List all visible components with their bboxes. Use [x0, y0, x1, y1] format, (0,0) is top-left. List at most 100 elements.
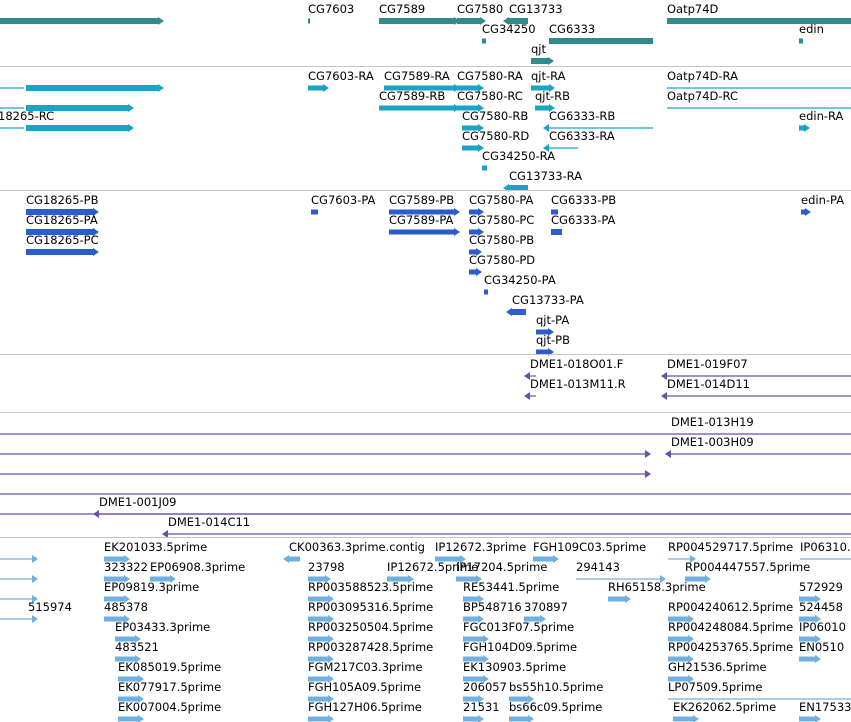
- feature-294143[interactable]: 294143: [0, 560, 851, 584]
- feature-cg7589-pa[interactable]: CG7589-PA: [0, 213, 851, 237]
- feature-485378[interactable]: 485378: [0, 600, 851, 624]
- feature-fgm217c03-3prime[interactable]: FGM217C03.3prime: [0, 660, 851, 684]
- feature-572929[interactable]: 572929: [0, 580, 851, 604]
- feature-dme1-014d11[interactable]: DME1-014D11: [0, 377, 851, 401]
- feature-rp004447557-5prime[interactable]: RP004447557.5prime: [0, 560, 851, 584]
- feature-cg34250-ra[interactable]: CG34250-RA: [0, 149, 851, 173]
- feature-23798[interactable]: 23798: [0, 560, 851, 584]
- feature-qjt-ra[interactable]: qjt-RA: [0, 69, 851, 93]
- feature-370897[interactable]: 370897: [0, 600, 851, 624]
- feature-cg34250-pa[interactable]: CG34250-PA: [0, 273, 851, 297]
- feature-dme1-001j09[interactable]: DME1-001J09: [0, 495, 851, 519]
- feature-cg6333[interactable]: CG6333: [0, 22, 851, 46]
- feature-cg7580-pd[interactable]: CG7580-PD: [0, 253, 851, 277]
- feature-rp003095316-5prime[interactable]: RP003095316.5prime: [0, 600, 851, 624]
- feature-clones-long-6[interactable]: [0, 495, 851, 519]
- feature-bs55h10-5prime[interactable]: bs55h10.5prime: [0, 680, 851, 704]
- feature-cg6333-rb[interactable]: CG6333-RB: [0, 109, 851, 133]
- track-transcripts[interactable]: CG7603-RA CG7589-RA CG7580-RA qjt-RA Oatp74D…: [0, 66, 851, 192]
- feature-bp548716[interactable]: BP548716: [0, 600, 851, 624]
- feature-edin-pa[interactable]: edin-PA: [0, 193, 851, 217]
- feature-cg7603-ra[interactable]: CG7603-RA: [0, 69, 851, 93]
- feature-rh65158-3prime[interactable]: RH65158.3prime: [0, 580, 851, 604]
- feature-206057[interactable]: 206057: [0, 680, 851, 704]
- track-ests[interactable]: EK201033.5prime CK00363.3prime.contig IP12…: [0, 537, 851, 722]
- feature-515974[interactable]: 515974: [0, 600, 851, 624]
- feature-21531[interactable]: 21531: [0, 700, 851, 722]
- feature-cg7580-pa[interactable]: CG7580-PA: [0, 193, 851, 217]
- track-genes[interactable]: CG7603 CG7589 CG7580 CG13733 Oatp74D CG34250 C…: [0, 0, 851, 66]
- feature-ep09819-3prime[interactable]: EP09819.3prime: [0, 580, 851, 604]
- feature-cg7580-ra[interactable]: CG7580-RA: [0, 69, 851, 93]
- feature-rp004240612-5prime[interactable]: RP004240612.5prime: [0, 600, 851, 624]
- feature-ip06310-[interactable]: IP06310.: [0, 540, 851, 564]
- feature-323322[interactable]: 323322: [0, 560, 851, 584]
- feature-ip12672-5prime[interactable]: IP12672.5prime: [0, 560, 851, 584]
- track-proteins[interactable]: CG18265-PB CG7603-PA CG7589-PB CG7580-PA CG6…: [0, 190, 851, 356]
- feature-cg7580-pc[interactable]: CG7580-PC: [0, 213, 851, 237]
- feature-transcripts-14[interactable]: [0, 109, 851, 133]
- feature-oatp74d-ra[interactable]: Oatp74D-RA: [0, 69, 851, 93]
- feature-qjt-rb[interactable]: qjt-RB: [0, 89, 851, 113]
- feature-cg7589-pb[interactable]: CG7589-PB: [0, 193, 851, 217]
- feature-oatp74d-rc[interactable]: Oatp74D-RC: [0, 89, 851, 113]
- feature-ek130903-5prime[interactable]: EK130903.5prime: [0, 660, 851, 684]
- feature-524458[interactable]: 524458: [0, 600, 851, 624]
- feature-re53441-5prime[interactable]: RE53441.5prime: [0, 580, 851, 604]
- feature-cg7580-rc[interactable]: CG7580-RC: [0, 89, 851, 113]
- feature-rp003588523-5prime[interactable]: RP003588523.5prime: [0, 580, 851, 604]
- feature-transcripts-0[interactable]: [0, 69, 851, 93]
- feature-fgh109c03-5prime[interactable]: FGH109C03.5prime: [0, 540, 851, 564]
- feature-ek077917-5prime[interactable]: EK077917.5prime: [0, 680, 851, 704]
- feature-edin-ra[interactable]: edin-RA: [0, 109, 851, 133]
- feature-cg6333-pa[interactable]: CG6333-PA: [0, 213, 851, 237]
- feature-fgc013f07-5prime[interactable]: FGC013F07.5prime: [0, 620, 851, 644]
- feature-cg18265-pa[interactable]: CG18265-PA: [0, 213, 851, 237]
- feature-dme1-019f07[interactable]: DME1-019F07: [0, 357, 851, 381]
- feature-gh21536-5prime[interactable]: GH21536.5prime: [0, 660, 851, 684]
- feature-lp07509-5prime[interactable]: LP07509.5prime: [0, 680, 851, 704]
- feature-cg34250[interactable]: CG34250: [0, 22, 851, 46]
- feature-fgh127h06-5prime[interactable]: FGH127H06.5prime: [0, 700, 851, 722]
- feature-cg7603-pa[interactable]: CG7603-PA: [0, 193, 851, 217]
- feature-dme1-003h09[interactable]: DME1-003H09: [0, 435, 851, 459]
- feature-ep06908-3prime[interactable]: EP06908.3prime: [0, 560, 851, 584]
- feature-edin[interactable]: edin: [0, 22, 851, 46]
- feature-transcripts-7[interactable]: [0, 89, 851, 113]
- feature-en17533[interactable]: EN17533: [0, 700, 851, 722]
- feature-cg7589-rb[interactable]: CG7589-RB: [0, 89, 851, 113]
- feature-cg7580[interactable]: CG7580: [0, 2, 851, 26]
- track-clones-long[interactable]: DME1-013H19 DME1-003H09 DME1-001J09 DME1-01…: [0, 412, 851, 539]
- feature-ests-0[interactable]: [0, 540, 851, 564]
- feature-ek085019-5prime[interactable]: EK085019.5prime: [0, 660, 851, 684]
- feature-rp004248084-5prime[interactable]: RP004248084.5prime: [0, 620, 851, 644]
- feature-clones-long-2[interactable]: [0, 435, 851, 459]
- feature-ek201033-5prime[interactable]: EK201033.5prime: [0, 540, 851, 564]
- feature-cg13733-pa[interactable]: CG13733-PA: [0, 293, 851, 317]
- feature-transcripts-1[interactable]: [0, 69, 851, 93]
- feature-cg18265-pc[interactable]: CG18265-PC: [0, 233, 851, 257]
- feature-dme1-014c11[interactable]: DME1-014C11: [0, 515, 851, 539]
- feature-ip12672-3prime[interactable]: IP12672.3prime: [0, 540, 851, 564]
- feature-genes-0[interactable]: [0, 2, 851, 26]
- feature-483521[interactable]: 483521: [0, 640, 851, 664]
- feature-18265-rc[interactable]: 18265-RC: [0, 109, 851, 133]
- feature-cg7580-rd[interactable]: CG7580-RD: [0, 129, 851, 153]
- feature-ests-15[interactable]: [0, 580, 851, 604]
- feature-clones-long-5[interactable]: [0, 475, 851, 499]
- feature-clones-long-4[interactable]: [0, 455, 851, 479]
- feature-rp004253765-5prime[interactable]: RP004253765.5prime: [0, 640, 851, 664]
- feature-oatp74d[interactable]: Oatp74D: [0, 2, 851, 26]
- feature-ip06010[interactable]: IP06010: [0, 620, 851, 644]
- feature-cg6333-ra[interactable]: CG6333-RA: [0, 129, 851, 153]
- feature-rp004529717-5prime[interactable]: RP004529717.5prime: [0, 540, 851, 564]
- feature-ek262062-5prime[interactable]: EK262062.5prime: [0, 700, 851, 722]
- feature-dme1-013m11-r[interactable]: DME1-013M11.R: [0, 377, 851, 401]
- feature-qjt[interactable]: qjt: [0, 42, 851, 66]
- feature-ck00363-3prime-contig[interactable]: CK00363.3prime.contig: [0, 540, 851, 564]
- feature-cg7580-rb[interactable]: CG7580-RB: [0, 109, 851, 133]
- feature-cg7589[interactable]: CG7589: [0, 2, 851, 26]
- feature-ests-7[interactable]: [0, 560, 851, 584]
- feature-en0510[interactable]: EN0510: [0, 640, 851, 664]
- feature-cg6333-pb[interactable]: CG6333-PB: [0, 193, 851, 217]
